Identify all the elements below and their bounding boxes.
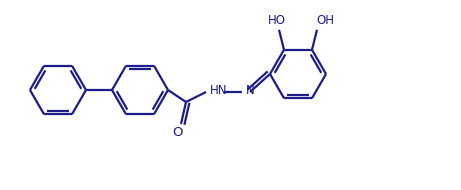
Text: OH: OH <box>316 14 334 27</box>
Text: HN: HN <box>210 85 227 97</box>
Text: O: O <box>172 126 182 139</box>
Text: HO: HO <box>268 14 286 27</box>
Text: N: N <box>246 85 255 97</box>
